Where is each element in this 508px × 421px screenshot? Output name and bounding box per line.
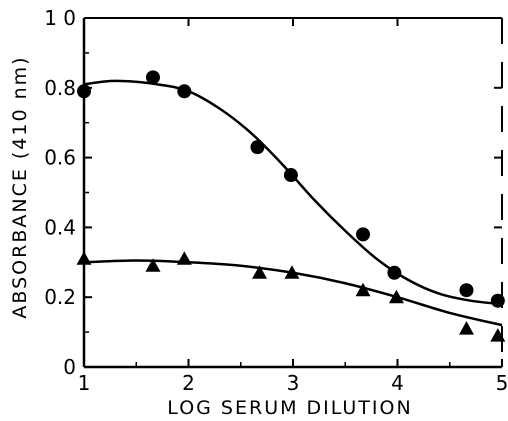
x-tick-label: 3 [287, 371, 300, 395]
series-2-triangle-point [490, 328, 506, 342]
plot-frame [82, 17, 503, 369]
y-axis-label: ABSORBANCE (410 nm) [9, 55, 31, 318]
series-2-triangle-point [355, 282, 371, 297]
y-tick-label: 0.6 [44, 146, 76, 170]
x-tick-label: 1 [78, 371, 91, 395]
axis-ticks [83, 17, 503, 368]
series-1-circle-point [250, 140, 265, 155]
series-1-circle-point [145, 70, 160, 85]
data-points [76, 70, 506, 342]
series-1-circle-point [387, 265, 402, 280]
fit-curves [83, 79, 503, 327]
x-tick-label: 2 [182, 371, 195, 395]
y-tick-label: 0 [63, 355, 76, 379]
series-1-circle-point [490, 293, 505, 308]
y-tick-label: 1 0 [44, 6, 76, 30]
x-axis-label: LOG SERUM DILUTION [167, 397, 412, 419]
series-1-circle-point [459, 283, 474, 298]
series-2-triangle-point [388, 289, 404, 304]
series-2-triangle-point [176, 251, 192, 265]
series-1-circle-point [283, 168, 298, 183]
series-1-circle-point [177, 84, 192, 99]
series-2-triangle-point [284, 265, 300, 279]
y-tick-label: 0.2 [44, 285, 76, 309]
x-tick-label: 5 [496, 371, 508, 395]
x-tick-label: 4 [391, 371, 404, 395]
series-2-triangle-point [76, 251, 92, 265]
series-2-triangle-point [145, 258, 161, 272]
series-1-fit-curve [83, 79, 503, 306]
series-2-triangle-point [458, 321, 474, 335]
series-2-triangle-point [252, 265, 268, 279]
series-1-circle-point [356, 227, 371, 242]
tick-labels: 0 0.2 0.4 0.6 0.8 1 0 1 2 3 4 5 [44, 6, 508, 395]
y-tick-label: 0.4 [44, 215, 76, 239]
series-1-circle-point [77, 84, 91, 99]
y-tick-label: 0.8 [44, 76, 76, 100]
